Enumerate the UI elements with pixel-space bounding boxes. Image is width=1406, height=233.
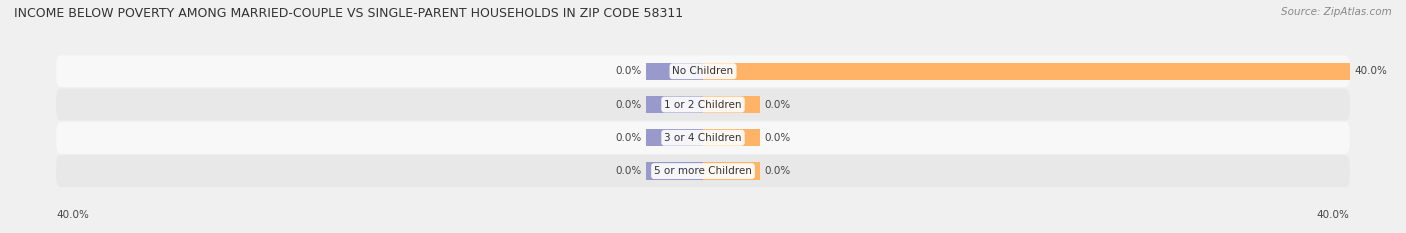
Bar bbox=[703, 129, 759, 147]
Bar bbox=[703, 63, 1350, 80]
FancyBboxPatch shape bbox=[56, 89, 1350, 120]
Text: No Children: No Children bbox=[672, 66, 734, 76]
Bar bbox=[647, 96, 703, 113]
Text: 40.0%: 40.0% bbox=[1317, 210, 1350, 220]
Text: 0.0%: 0.0% bbox=[765, 166, 790, 176]
Text: Source: ZipAtlas.com: Source: ZipAtlas.com bbox=[1281, 7, 1392, 17]
FancyBboxPatch shape bbox=[56, 155, 1350, 187]
Text: 1 or 2 Children: 1 or 2 Children bbox=[664, 99, 742, 110]
Bar bbox=[647, 129, 703, 147]
Text: 0.0%: 0.0% bbox=[765, 133, 790, 143]
Text: 0.0%: 0.0% bbox=[616, 99, 641, 110]
FancyBboxPatch shape bbox=[56, 122, 1350, 154]
Bar bbox=[647, 63, 703, 80]
Bar bbox=[647, 162, 703, 180]
Text: 40.0%: 40.0% bbox=[1354, 66, 1388, 76]
Text: 0.0%: 0.0% bbox=[616, 66, 641, 76]
Text: 0.0%: 0.0% bbox=[616, 133, 641, 143]
Text: 3 or 4 Children: 3 or 4 Children bbox=[664, 133, 742, 143]
Bar bbox=[703, 162, 759, 180]
FancyBboxPatch shape bbox=[56, 55, 1350, 87]
Bar bbox=[703, 96, 759, 113]
Text: 5 or more Children: 5 or more Children bbox=[654, 166, 752, 176]
Text: 40.0%: 40.0% bbox=[56, 210, 89, 220]
Text: 0.0%: 0.0% bbox=[765, 99, 790, 110]
Text: 0.0%: 0.0% bbox=[616, 166, 641, 176]
Text: INCOME BELOW POVERTY AMONG MARRIED-COUPLE VS SINGLE-PARENT HOUSEHOLDS IN ZIP COD: INCOME BELOW POVERTY AMONG MARRIED-COUPL… bbox=[14, 7, 683, 20]
